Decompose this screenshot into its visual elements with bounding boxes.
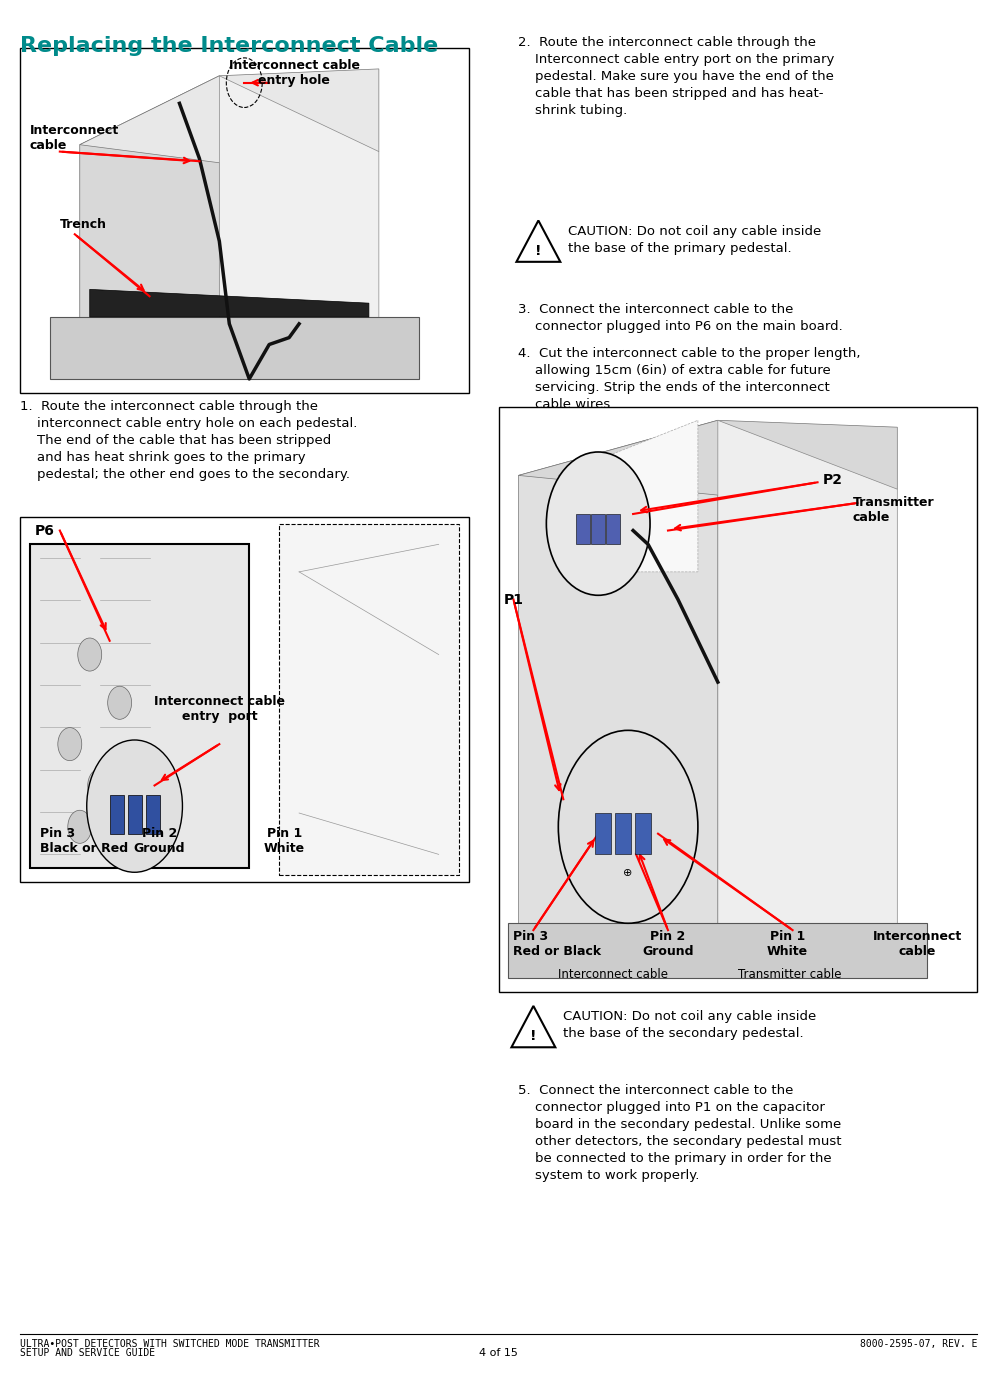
Text: P2: P2 <box>823 473 842 486</box>
Circle shape <box>128 810 152 843</box>
Polygon shape <box>518 420 718 965</box>
Bar <box>498 407 977 992</box>
Text: Pin 1
White: Pin 1 White <box>767 930 809 958</box>
Text: !: ! <box>535 244 541 258</box>
Circle shape <box>88 769 112 802</box>
Bar <box>615 813 631 854</box>
Polygon shape <box>80 69 379 165</box>
Text: 1.  Route the interconnect cable through the
    interconnect cable entry hole o: 1. Route the interconnect cable through … <box>20 400 357 481</box>
Bar <box>635 813 651 854</box>
Text: Pin 2
Ground: Pin 2 Ground <box>134 827 185 854</box>
Text: 4.  Cut the interconnect cable to the proper length,
    allowing 15cm (6in) of : 4. Cut the interconnect cable to the pro… <box>518 347 861 411</box>
Text: Replacing the Interconnect Cable: Replacing the Interconnect Cable <box>20 36 439 56</box>
Text: Pin 3
Red or Black: Pin 3 Red or Black <box>513 930 601 958</box>
Polygon shape <box>718 420 897 965</box>
Text: Interconnect
cable: Interconnect cable <box>30 124 120 152</box>
Bar <box>591 514 605 544</box>
Text: P1: P1 <box>503 593 523 606</box>
Text: 5.  Connect the interconnect cable to the
    connector plugged into P1 on the c: 5. Connect the interconnect cable to the… <box>518 1084 841 1182</box>
Polygon shape <box>518 420 897 496</box>
Text: CAUTION: Do not coil any cable inside
the base of the primary pedestal.: CAUTION: Do not coil any cable inside th… <box>568 225 822 255</box>
Bar <box>20 48 469 393</box>
Bar <box>128 795 142 834</box>
Text: Trench: Trench <box>60 218 107 230</box>
Text: Interconnect cable
entry hole: Interconnect cable entry hole <box>228 59 360 87</box>
Circle shape <box>558 730 698 923</box>
Circle shape <box>546 452 650 595</box>
Circle shape <box>58 728 82 761</box>
Polygon shape <box>508 923 927 978</box>
Bar <box>110 795 124 834</box>
Circle shape <box>108 686 132 719</box>
Text: 2.  Route the interconnect cable through the
    Interconnect cable entry port o: 2. Route the interconnect cable through … <box>518 36 834 117</box>
Circle shape <box>87 740 182 872</box>
Bar <box>20 517 469 882</box>
Bar <box>576 514 590 544</box>
Text: Transmitter
cable: Transmitter cable <box>852 496 934 524</box>
Circle shape <box>68 810 92 843</box>
Text: SETUP AND SERVICE GUIDE: SETUP AND SERVICE GUIDE <box>20 1348 156 1357</box>
Text: Interconnect
cable: Interconnect cable <box>872 930 962 958</box>
Polygon shape <box>50 317 419 379</box>
Polygon shape <box>80 76 219 365</box>
Text: ULTRA•POST DETECTORS WITH SWITCHED MODE TRANSMITTER: ULTRA•POST DETECTORS WITH SWITCHED MODE … <box>20 1339 320 1349</box>
Polygon shape <box>90 289 369 317</box>
Text: Pin 3
Black or Red: Pin 3 Black or Red <box>40 827 128 854</box>
Text: ⊕: ⊕ <box>623 868 633 878</box>
Circle shape <box>78 638 102 671</box>
Text: !: ! <box>530 1029 536 1043</box>
Text: 3.  Connect the interconnect cable to the
    connector plugged into P6 on the m: 3. Connect the interconnect cable to the… <box>518 303 843 333</box>
Text: Interconnect cable: Interconnect cable <box>558 969 668 981</box>
Polygon shape <box>511 1006 555 1047</box>
Bar <box>146 795 160 834</box>
Text: Pin 1
White: Pin 1 White <box>263 827 305 854</box>
Text: Interconnect cable
entry  port: Interconnect cable entry port <box>154 696 285 723</box>
Bar <box>606 514 620 544</box>
Text: Transmitter cable: Transmitter cable <box>738 969 841 981</box>
Text: 8000-2595-07, REV. E: 8000-2595-07, REV. E <box>859 1339 977 1349</box>
Polygon shape <box>219 76 379 365</box>
Text: 4 of 15: 4 of 15 <box>480 1348 517 1357</box>
Bar <box>279 524 459 875</box>
Text: CAUTION: Do not coil any cable inside
the base of the secondary pedestal.: CAUTION: Do not coil any cable inside th… <box>563 1010 817 1040</box>
Bar <box>30 544 249 868</box>
Text: Pin 2
Ground: Pin 2 Ground <box>642 930 694 958</box>
Polygon shape <box>516 220 560 262</box>
Bar <box>595 813 611 854</box>
Polygon shape <box>558 420 698 572</box>
Text: P6: P6 <box>35 524 55 537</box>
